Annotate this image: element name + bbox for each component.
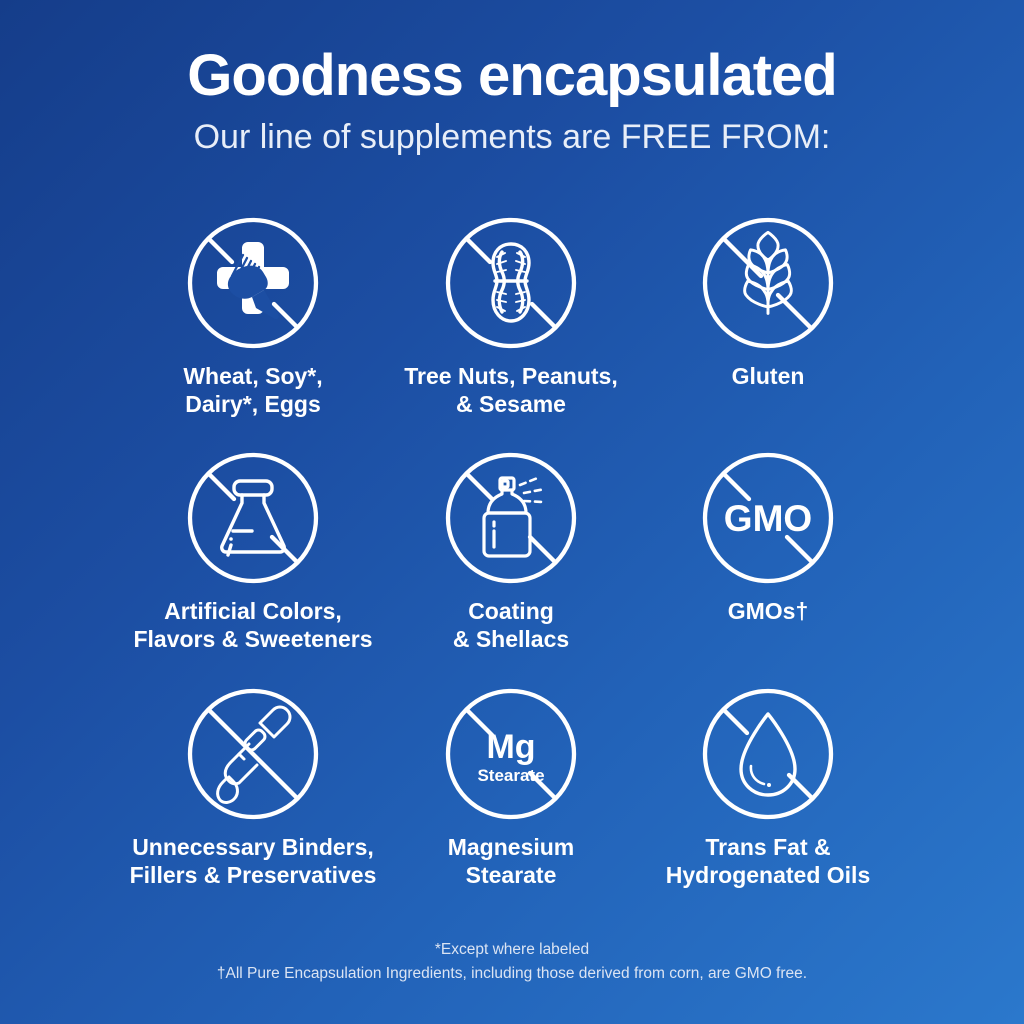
svg-text:Mg: Mg	[486, 728, 535, 766]
svg-text:GMO: GMO	[724, 498, 812, 539]
